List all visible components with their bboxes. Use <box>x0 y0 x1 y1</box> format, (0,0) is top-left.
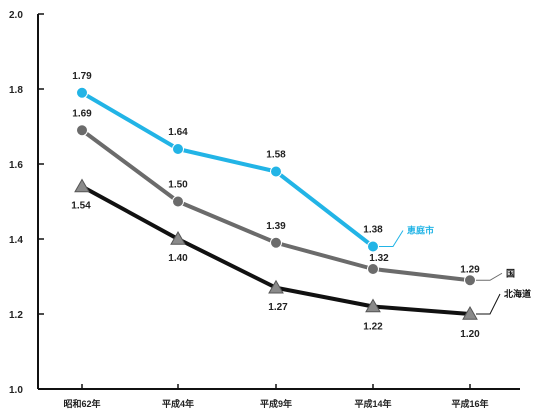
y-axis-ticks: 1.0 1.2 1.4 1.6 1.8 2.0 <box>9 10 44 396</box>
chart-series: 1.79 1.64 1.58 1.38 恵庭市 1.69 1.50 1.39 1.32 1.29 国… <box>71 71 531 340</box>
x-axis-ticks: 昭和62年 平成4年 平成9年 平成14年 平成16年 <box>63 384 489 409</box>
y-tick-label: 1.6 <box>9 160 23 171</box>
data-label: 1.32 <box>369 253 389 264</box>
data-point <box>170 230 186 245</box>
data-label: 1.27 <box>268 302 288 313</box>
series-name-label: 恵庭市 <box>407 225 434 236</box>
data-label: 1.54 <box>71 201 91 212</box>
series-leader-line <box>476 272 503 281</box>
data-point <box>367 240 379 253</box>
data-point <box>367 263 379 275</box>
data-label: 1.58 <box>266 150 286 161</box>
y-tick-label: 1.8 <box>9 85 23 96</box>
y-tick-label: 1.0 <box>9 385 23 396</box>
series-2: 1.54 1.40 1.27 1.22 1.20 北海道 <box>71 178 531 340</box>
data-point <box>270 165 282 178</box>
data-point <box>365 298 381 313</box>
series-leader-line <box>476 293 501 315</box>
data-point <box>268 279 284 294</box>
data-label: 1.38 <box>363 225 383 236</box>
data-label: 1.64 <box>168 127 188 138</box>
data-point <box>464 274 476 287</box>
data-label: 1.22 <box>363 322 383 333</box>
data-point <box>76 124 88 137</box>
x-tick-label: 平成14年 <box>354 398 391 409</box>
y-tick-label: 1.4 <box>9 235 23 246</box>
series-0: 1.79 1.64 1.58 1.38 恵庭市 <box>72 71 434 253</box>
series-line <box>81 184 471 316</box>
data-label: 1.79 <box>72 71 92 82</box>
x-tick-label: 平成16年 <box>451 398 488 409</box>
data-label: 1.40 <box>168 253 188 264</box>
data-point <box>270 236 282 249</box>
data-point <box>74 178 90 193</box>
series-line <box>80 91 375 249</box>
series-name-label: 国 <box>506 268 515 278</box>
data-point <box>172 195 184 208</box>
data-point <box>172 143 184 155</box>
data-point <box>462 305 478 320</box>
x-tick-label: 平成9年 <box>260 398 292 409</box>
x-tick-label: 昭和62年 <box>63 398 100 409</box>
x-tick-label: 平成4年 <box>162 398 194 409</box>
data-point <box>76 86 88 99</box>
data-label: 1.29 <box>460 264 480 275</box>
chart-axes <box>37 14 520 390</box>
data-label: 1.20 <box>460 329 480 340</box>
data-label: 1.69 <box>72 108 92 119</box>
series-1: 1.69 1.50 1.39 1.32 1.29 国 <box>72 108 515 287</box>
series-name-label: 北海道 <box>504 288 531 299</box>
y-tick-label: 1.2 <box>9 310 23 321</box>
series-leader-line <box>379 230 404 247</box>
y-tick-label: 2.0 <box>9 10 23 21</box>
data-label: 1.50 <box>168 180 188 191</box>
data-label: 1.39 <box>266 221 286 232</box>
